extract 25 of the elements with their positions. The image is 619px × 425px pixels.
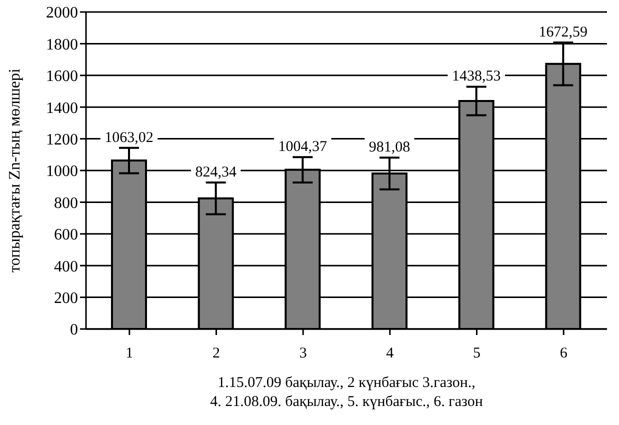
data-label: 1438,53 — [452, 68, 501, 85]
y-axis-title: топырақтағы Zn-тың мөлшері — [6, 68, 24, 272]
x-tick-label: 1 — [126, 346, 134, 362]
y-tick-label: 0 — [70, 322, 78, 339]
y-tick-label: 800 — [54, 194, 78, 212]
data-label: 1672,59 — [538, 24, 588, 40]
x-axis-title: 1.15.07.09 бақылау., 2 күнбағыс 3.газон., 4. 21.08.09. бақылау., 5. күнбағыс., 6. газон — [210, 375, 483, 410]
y-tick-label: 1000 — [46, 163, 78, 180]
data-label: 1063,02 — [104, 130, 154, 146]
y-tick-label: 200 — [54, 290, 78, 307]
y-tick-label: 1400 — [46, 100, 78, 117]
y-tick-label: 1800 — [46, 36, 78, 54]
x-tick-label: 3 — [299, 346, 307, 362]
x-tick-label: 4 — [386, 346, 394, 362]
y-tick-label: 600 — [54, 226, 78, 244]
y-tick-label: 1200 — [46, 131, 78, 148]
data-label: 824,34 — [195, 164, 237, 180]
data-label: 1004,37 — [278, 139, 328, 156]
y-tick-label: 400 — [54, 258, 78, 276]
x-tick-label: 5 — [473, 346, 480, 362]
data-label: 981,08 — [368, 140, 410, 156]
y-tick-label: 2000 — [46, 4, 78, 22]
x-tick-label: 6 — [560, 346, 568, 362]
y-tick-label: 1600 — [46, 68, 78, 86]
x-tick-label: 2 — [212, 346, 220, 362]
